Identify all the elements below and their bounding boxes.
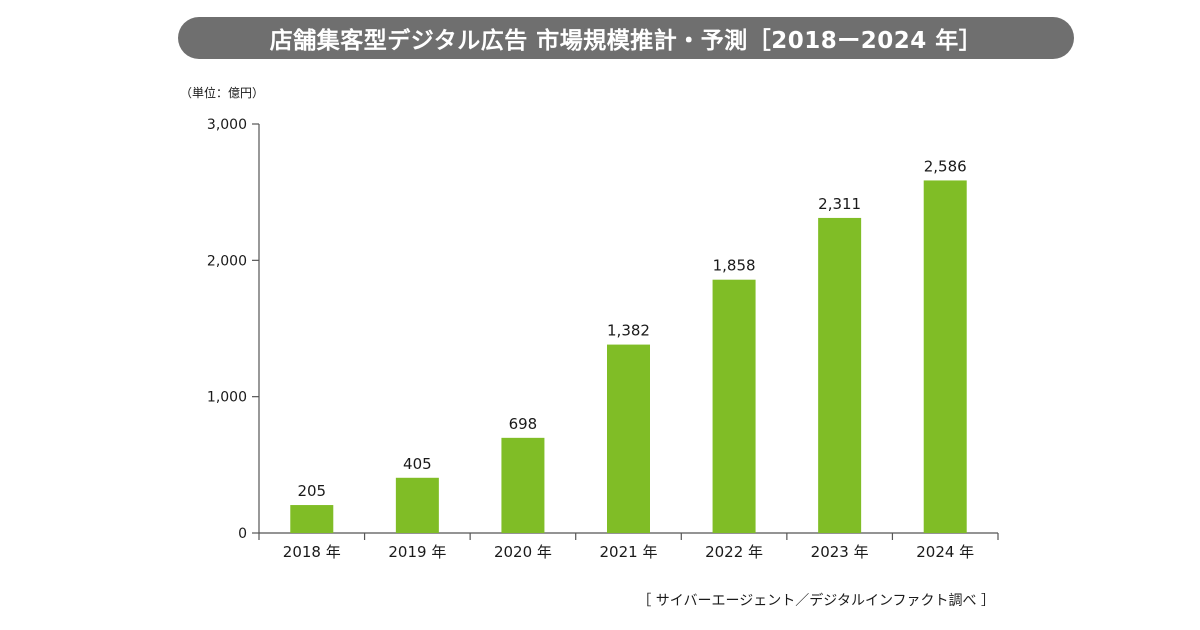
bar-2023年 xyxy=(818,217,862,534)
x-category-label: 2022 年 xyxy=(705,543,763,561)
source-note: ［ サイバーエージェント／デジタルインファクト調べ ］ xyxy=(637,593,995,609)
y-tick-label: 2,000 xyxy=(207,253,247,269)
x-category-label: 2023 年 xyxy=(811,543,869,561)
bar-2021年 xyxy=(607,344,650,533)
x-category-label: 2024 年 xyxy=(916,543,974,561)
x-category-label: 2019 年 xyxy=(388,543,446,561)
x-category-label: 2020 年 xyxy=(494,543,552,561)
chart-labels: 0 1,000 2,000 3,000 205 2018 年 405 2019 年 698 202… xyxy=(207,117,974,561)
bar-value-label: 2,586 xyxy=(924,157,967,175)
x-category-label: 2021 年 xyxy=(600,543,658,561)
bar-value-label: 405 xyxy=(403,455,432,473)
bar-value-label: 2,311 xyxy=(818,195,861,213)
y-tick-label: 0 xyxy=(238,526,247,542)
unit-label: （単位：億円） xyxy=(180,86,265,100)
bar-2022年 xyxy=(712,279,756,533)
bar-value-label: 1,858 xyxy=(713,257,756,275)
chart-title: 店舗集客型デジタル広告 市場規模推計・予測［2018ー2024 年］ xyxy=(178,17,1074,59)
y-tick-label: 1,000 xyxy=(207,390,247,406)
bar-2018年 xyxy=(290,505,334,533)
bar-value-label: 698 xyxy=(509,415,538,433)
bar-2024年 xyxy=(923,180,967,533)
bar-value-label: 1,382 xyxy=(607,322,650,340)
y-tick-label: 3,000 xyxy=(207,117,247,133)
chart-bars xyxy=(290,180,967,534)
bar-value-label: 205 xyxy=(297,482,326,500)
bar-2019年 xyxy=(395,477,439,533)
x-category-label: 2018 年 xyxy=(283,543,341,561)
bar-2020年 xyxy=(501,437,545,533)
